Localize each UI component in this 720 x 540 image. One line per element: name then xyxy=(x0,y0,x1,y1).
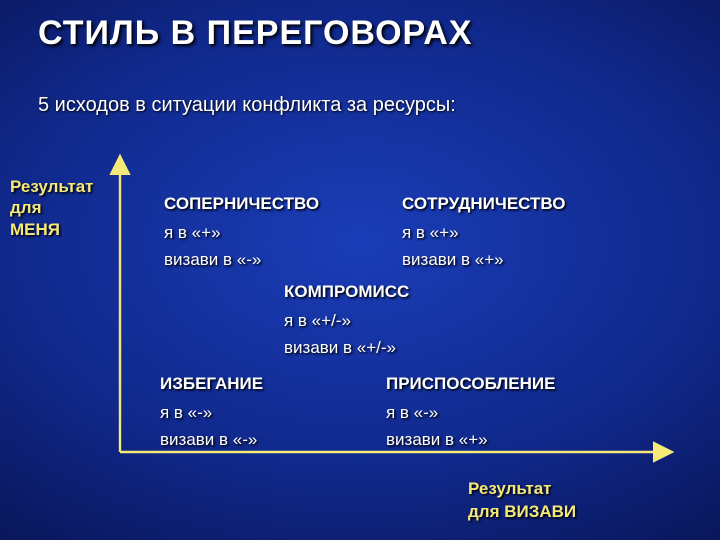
block-compromise-me: я в «+/-» xyxy=(284,307,409,334)
block-compromise-head: КОМПРОМИСС xyxy=(284,278,409,305)
slide: СТИЛЬ В ПЕРЕГОВОРАХ 5 исходов в ситуации… xyxy=(0,0,720,540)
block-avoidance-me: я в «-» xyxy=(160,399,263,426)
block-compromise-other: визави в «+/-» xyxy=(284,334,409,361)
block-accommodation: ПРИСПОСОБЛЕНИЕ я в «-» визави в «+» xyxy=(386,370,555,454)
block-cooperation-other: визави в «+» xyxy=(402,246,566,273)
block-competition-me: я в «+» xyxy=(164,219,319,246)
y-axis-label: Результат для МЕНЯ xyxy=(10,176,105,240)
block-cooperation-head: СОТРУДНИЧЕСТВО xyxy=(402,190,566,217)
block-compromise: КОМПРОМИСС я в «+/-» визави в «+/-» xyxy=(284,278,409,362)
x-axis-label: Результат для ВИЗАВИ xyxy=(468,478,576,524)
block-competition-head: СОПЕРНИЧЕСТВО xyxy=(164,190,319,217)
block-competition: СОПЕРНИЧЕСТВО я в «+» визави в «-» xyxy=(164,190,319,274)
block-avoidance: ИЗБЕГАНИЕ я в «-» визави в «-» xyxy=(160,370,263,454)
y-axis-label-1: Результат xyxy=(10,177,94,196)
y-axis-label-2: для xyxy=(10,198,42,217)
y-axis-label-3: МЕНЯ xyxy=(10,220,60,239)
block-competition-other: визави в «-» xyxy=(164,246,319,273)
x-axis-label-2: для ВИЗАВИ xyxy=(468,502,576,521)
block-accommodation-other: визави в «+» xyxy=(386,426,555,453)
block-avoidance-other: визави в «-» xyxy=(160,426,263,453)
block-avoidance-head: ИЗБЕГАНИЕ xyxy=(160,370,263,397)
block-accommodation-head: ПРИСПОСОБЛЕНИЕ xyxy=(386,370,555,397)
axes-svg xyxy=(0,0,720,540)
block-cooperation: СОТРУДНИЧЕСТВО я в «+» визави в «+» xyxy=(402,190,566,274)
block-cooperation-me: я в «+» xyxy=(402,219,566,246)
block-accommodation-me: я в «-» xyxy=(386,399,555,426)
x-axis-label-1: Результат xyxy=(468,479,552,498)
